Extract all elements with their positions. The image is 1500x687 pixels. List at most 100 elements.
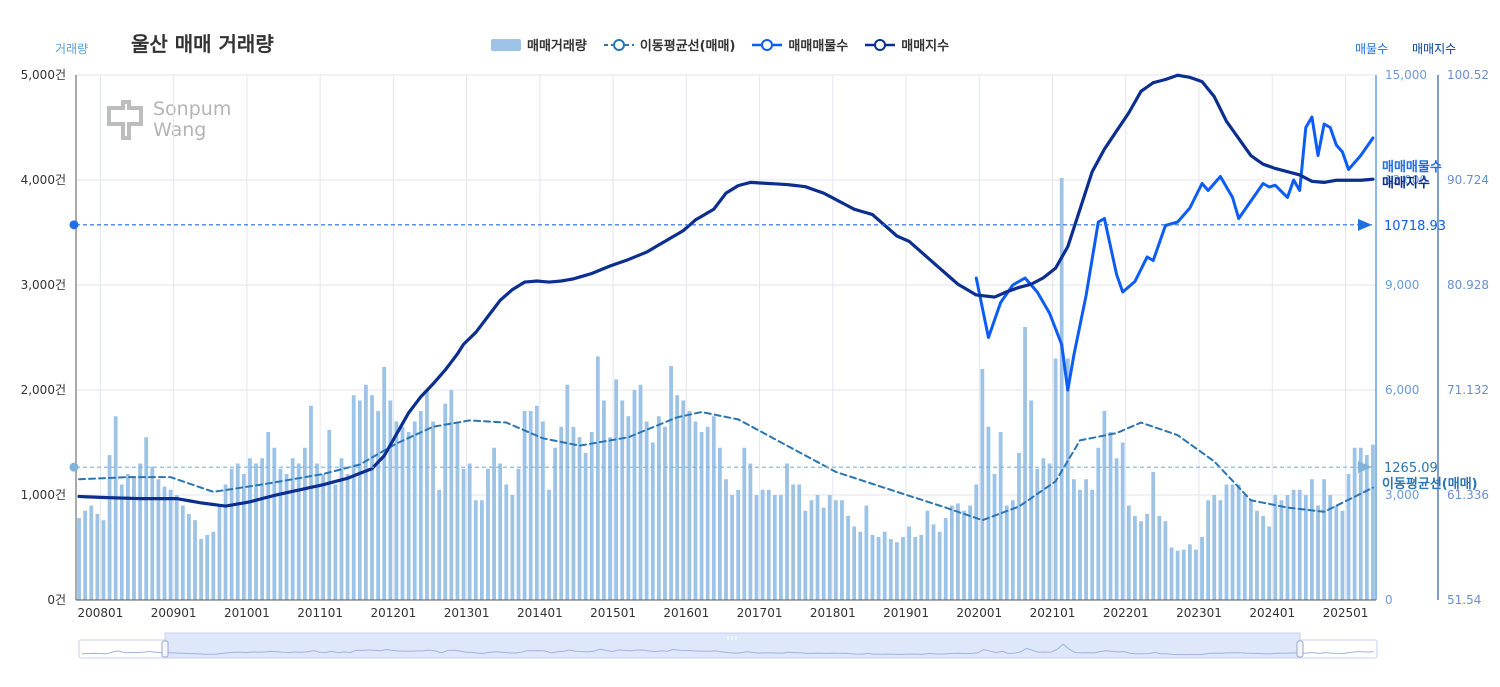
volume-bar[interactable] xyxy=(290,458,295,600)
volume-bar[interactable] xyxy=(309,405,313,600)
volume-bar[interactable] xyxy=(1352,447,1357,600)
volume-bar[interactable] xyxy=(699,432,704,600)
volume-bar[interactable] xyxy=(1114,458,1119,600)
volume-bar[interactable] xyxy=(223,484,228,601)
volume-bar[interactable] xyxy=(595,356,600,600)
volume-bar[interactable] xyxy=(229,468,234,600)
volume-bar[interactable] xyxy=(425,390,429,600)
volume-bar[interactable] xyxy=(943,518,948,600)
volume-bar[interactable] xyxy=(486,468,490,600)
volume-bar[interactable] xyxy=(827,495,832,600)
volume-bar[interactable] xyxy=(1230,484,1235,601)
volume-bar[interactable] xyxy=(705,426,710,600)
volume-bar[interactable] xyxy=(1364,455,1369,600)
volume-bar[interactable] xyxy=(669,365,673,600)
volume-bar[interactable] xyxy=(241,474,246,600)
volume-bar[interactable] xyxy=(1035,468,1040,600)
volume-bar[interactable] xyxy=(901,537,905,600)
volume-bar[interactable] xyxy=(577,437,582,600)
volume-bar[interactable] xyxy=(644,421,649,601)
volume-bar[interactable] xyxy=(980,369,985,600)
series-line-right1[interactable] xyxy=(974,115,1375,392)
volume-bar[interactable] xyxy=(974,484,979,601)
volume-bar[interactable] xyxy=(1236,484,1241,601)
volume-bar[interactable] xyxy=(95,513,100,600)
volume-bar[interactable] xyxy=(602,400,606,601)
volume-bar[interactable] xyxy=(882,531,887,600)
volume-bar[interactable] xyxy=(1017,453,1021,600)
volume-bar[interactable] xyxy=(1169,547,1174,601)
volume-bar[interactable] xyxy=(711,416,716,600)
volume-bar[interactable] xyxy=(1108,432,1113,600)
volume-bar[interactable] xyxy=(1261,516,1265,600)
zoom-slider-handle-left[interactable] xyxy=(161,640,169,658)
volume-bar[interactable] xyxy=(1145,513,1150,600)
legend-item-listings[interactable]: 매매매물수 xyxy=(751,35,848,54)
volume-bar[interactable] xyxy=(205,534,210,600)
volume-bar[interactable] xyxy=(174,495,179,600)
volume-bar[interactable] xyxy=(913,537,918,600)
volume-bar[interactable] xyxy=(284,474,289,600)
volume-bar[interactable] xyxy=(687,411,692,600)
volume-bar[interactable] xyxy=(1291,489,1296,600)
volume-bar[interactable] xyxy=(852,526,857,601)
volume-bar[interactable] xyxy=(1218,500,1223,600)
volume-bar[interactable] xyxy=(370,395,374,600)
volume-bar[interactable] xyxy=(1139,521,1143,600)
volume-bar[interactable] xyxy=(1212,495,1217,600)
volume-bar[interactable] xyxy=(278,468,283,600)
volume-bar[interactable] xyxy=(1004,505,1009,601)
volume-bar[interactable] xyxy=(418,411,423,600)
volume-bar[interactable] xyxy=(1084,479,1088,600)
volume-bar[interactable] xyxy=(180,505,185,601)
volume-bar[interactable] xyxy=(266,432,271,600)
volume-bar[interactable] xyxy=(1047,463,1052,601)
volume-bar[interactable] xyxy=(858,531,863,600)
volume-bar[interactable] xyxy=(840,500,844,600)
volume-bar[interactable] xyxy=(443,403,448,600)
volume-bar[interactable] xyxy=(1157,516,1162,600)
volume-bar[interactable] xyxy=(1273,495,1278,600)
volume-bar[interactable] xyxy=(193,520,197,600)
volume-bar[interactable] xyxy=(125,474,130,600)
volume-bar[interactable] xyxy=(675,395,680,600)
volume-bar[interactable] xyxy=(510,495,515,600)
volume-bar[interactable] xyxy=(785,463,789,601)
volume-bar[interactable] xyxy=(760,489,765,600)
volume-bar[interactable] xyxy=(339,458,344,600)
volume-bar[interactable] xyxy=(718,447,722,600)
volume-bar[interactable] xyxy=(1255,510,1259,600)
volume-bar[interactable] xyxy=(382,366,387,600)
volume-bar[interactable] xyxy=(632,390,637,600)
volume-bar[interactable] xyxy=(516,468,521,600)
volume-bar[interactable] xyxy=(156,479,161,600)
volume-bar[interactable] xyxy=(998,432,1003,600)
legend-item-moving-average[interactable]: 이동평균선(매매) xyxy=(603,35,735,54)
volume-bar[interactable] xyxy=(498,463,503,601)
legend-item-index[interactable]: 매매지수 xyxy=(864,35,949,54)
volume-bar[interactable] xyxy=(492,447,496,600)
volume-bar[interactable] xyxy=(1322,479,1327,600)
volume-bar[interactable] xyxy=(388,400,393,601)
volume-bar[interactable] xyxy=(1133,516,1137,600)
volume-bar[interactable] xyxy=(1334,505,1339,601)
volume-bar[interactable] xyxy=(821,507,826,600)
volume-bar[interactable] xyxy=(351,395,356,600)
volume-bar[interactable] xyxy=(211,531,216,600)
volume-bar[interactable] xyxy=(473,500,478,600)
volume-bar[interactable] xyxy=(1151,471,1156,600)
volume-bar[interactable] xyxy=(815,495,820,600)
volume-bar[interactable] xyxy=(638,384,643,600)
volume-bar[interactable] xyxy=(1090,489,1095,600)
volume-bar[interactable] xyxy=(1120,442,1125,601)
volume-bar[interactable] xyxy=(809,500,814,600)
volume-bar[interactable] xyxy=(992,474,997,600)
volume-bar[interactable] xyxy=(772,495,777,600)
volume-bar[interactable] xyxy=(467,463,472,601)
volume-bar[interactable] xyxy=(956,503,960,600)
volume-bar[interactable] xyxy=(620,400,625,601)
volume-bar[interactable] xyxy=(583,453,588,600)
volume-bar[interactable] xyxy=(187,513,191,600)
volume-bar[interactable] xyxy=(400,426,405,600)
volume-bar[interactable] xyxy=(650,442,655,601)
